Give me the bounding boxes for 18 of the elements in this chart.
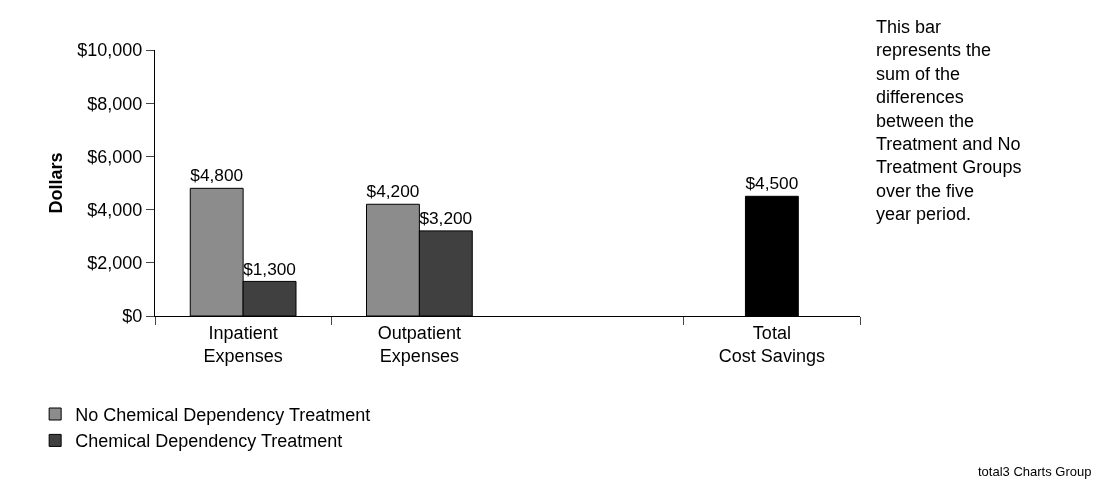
text: total3 Charts Group — [978, 464, 1092, 479]
legend-label: No Chemical Dependency Treatment — [75, 405, 371, 426]
y-tick-label: $0 — [122, 306, 143, 327]
y-tick-label: $8,000 — [87, 93, 143, 114]
data-label: $4,200 — [366, 181, 420, 202]
legend-label: Chemical Dependency Treatment — [75, 431, 343, 452]
y-tick-label: $6,000 — [87, 146, 143, 167]
data-label: $4,800 — [190, 165, 244, 186]
y-tick-label: $10,000 — [77, 40, 143, 61]
x-tick-label: Outpatient Expenses — [377, 322, 461, 366]
x-tick-label: Inpatient Expenses — [203, 322, 283, 366]
y-axis-title: Dollars — [45, 152, 66, 214]
text: This bar represents the sum of the differences between the Treatment and No Treatment Groups over the five year period. — [876, 17, 1022, 225]
y-tick-label: $4,000 — [87, 199, 143, 220]
x-tick-label: Total Cost Savings — [718, 322, 825, 366]
y-tick-label: $2,000 — [87, 253, 143, 274]
data-label: $4,500 — [745, 173, 799, 194]
data-label: $3,200 — [419, 208, 473, 229]
